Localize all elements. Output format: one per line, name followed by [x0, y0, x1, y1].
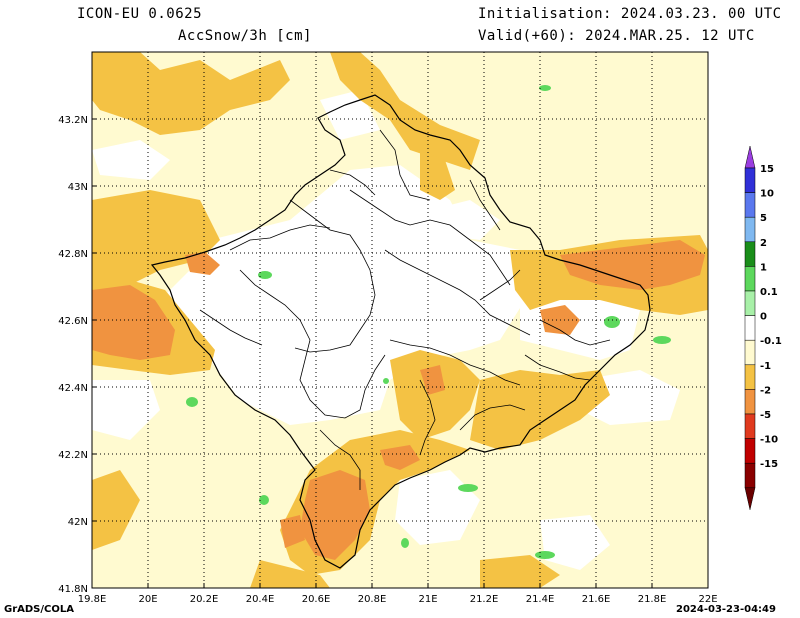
model-title: ICON-EU 0.0625 [77, 6, 203, 22]
legend-label: 10 [760, 189, 774, 200]
legend-swatch [744, 192, 756, 218]
color-legend: 15 10 5 2 1 0.1 0 -0.1 -1 -2 -5 -10 -15 [744, 145, 782, 510]
legend-label: 15 [760, 164, 774, 175]
legend-label: -5 [760, 410, 771, 421]
y-tick-label: 42N [68, 517, 88, 528]
legend-label: 0 [760, 312, 767, 323]
y-tick-label: 43N [68, 182, 88, 193]
legend-swatch [744, 315, 756, 341]
legend-label: 0.1 [760, 287, 778, 298]
x-axis-labels: 19.8E 20E 20.2E 20.4E 20.6E 20.8E 21E 21.2E 21.4… [78, 583, 718, 605]
legend-label: 1 [760, 262, 767, 273]
legend-swatch [744, 438, 756, 464]
x-tick-label: 19.8E [78, 594, 107, 605]
x-tick-label: 20.4E [246, 594, 275, 605]
legend-label: -2 [760, 385, 771, 396]
x-tick-label: 20E [138, 594, 157, 605]
x-tick-label: 20.2E [190, 594, 219, 605]
legend-swatch [744, 413, 756, 439]
footer-right: 2024-03-23-04:49 [676, 604, 776, 615]
legend-swatch [744, 364, 756, 390]
legend-swatch [744, 290, 756, 316]
legend-label: -1 [760, 361, 771, 372]
y-tick-label: 42.2N [58, 450, 88, 461]
x-tick-label: 22E [698, 594, 717, 605]
legend-swatch [744, 462, 756, 489]
init-time: Initialisation: 2024.03.23. 00 UTC [478, 6, 782, 22]
y-tick-label: 42.6N [58, 316, 88, 327]
district-boundaries [199, 129, 611, 490]
valid-time: Valid(+60): 2024.MAR.25. 12 UTC [478, 28, 755, 44]
x-tick-label: 21.8E [638, 594, 667, 605]
legend-swatch [744, 167, 756, 193]
legend-swatch [744, 266, 756, 292]
legend-label: 2 [760, 238, 767, 249]
x-tick-label: 20.8E [358, 594, 387, 605]
x-tick-label: 21.2E [470, 594, 499, 605]
variable-title: AccSnow/3h [cm] [178, 28, 312, 44]
legend-label: -10 [760, 435, 778, 446]
x-tick-label: 20.6E [302, 594, 331, 605]
y-tick-label: 42.4N [58, 383, 88, 394]
legend-arrow-top [744, 145, 756, 169]
country-border [150, 94, 651, 569]
x-tick-label: 21.6E [582, 594, 611, 605]
y-tick-label: 41.8N [58, 584, 88, 595]
x-tick-label: 21E [418, 594, 437, 605]
y-axis-labels: 43.2N 43N 42.8N 42.6N 42.4N 42.2N 42N 41.8N [58, 115, 97, 595]
legend-label: -15 [760, 459, 778, 470]
y-tick-label: 42.8N [58, 249, 88, 260]
y-tick-label: 43.2N [58, 115, 88, 126]
legend-swatch [744, 339, 756, 366]
footer-left: GrADS/COLA [4, 604, 74, 615]
legend-arrow-bottom [744, 487, 756, 510]
legend-swatch [744, 216, 756, 243]
legend-swatch [744, 241, 756, 267]
legend-label: -0.1 [760, 336, 782, 347]
legend-label: 5 [760, 213, 767, 224]
legend-swatch [744, 389, 756, 415]
x-tick-label: 21.4E [526, 594, 555, 605]
